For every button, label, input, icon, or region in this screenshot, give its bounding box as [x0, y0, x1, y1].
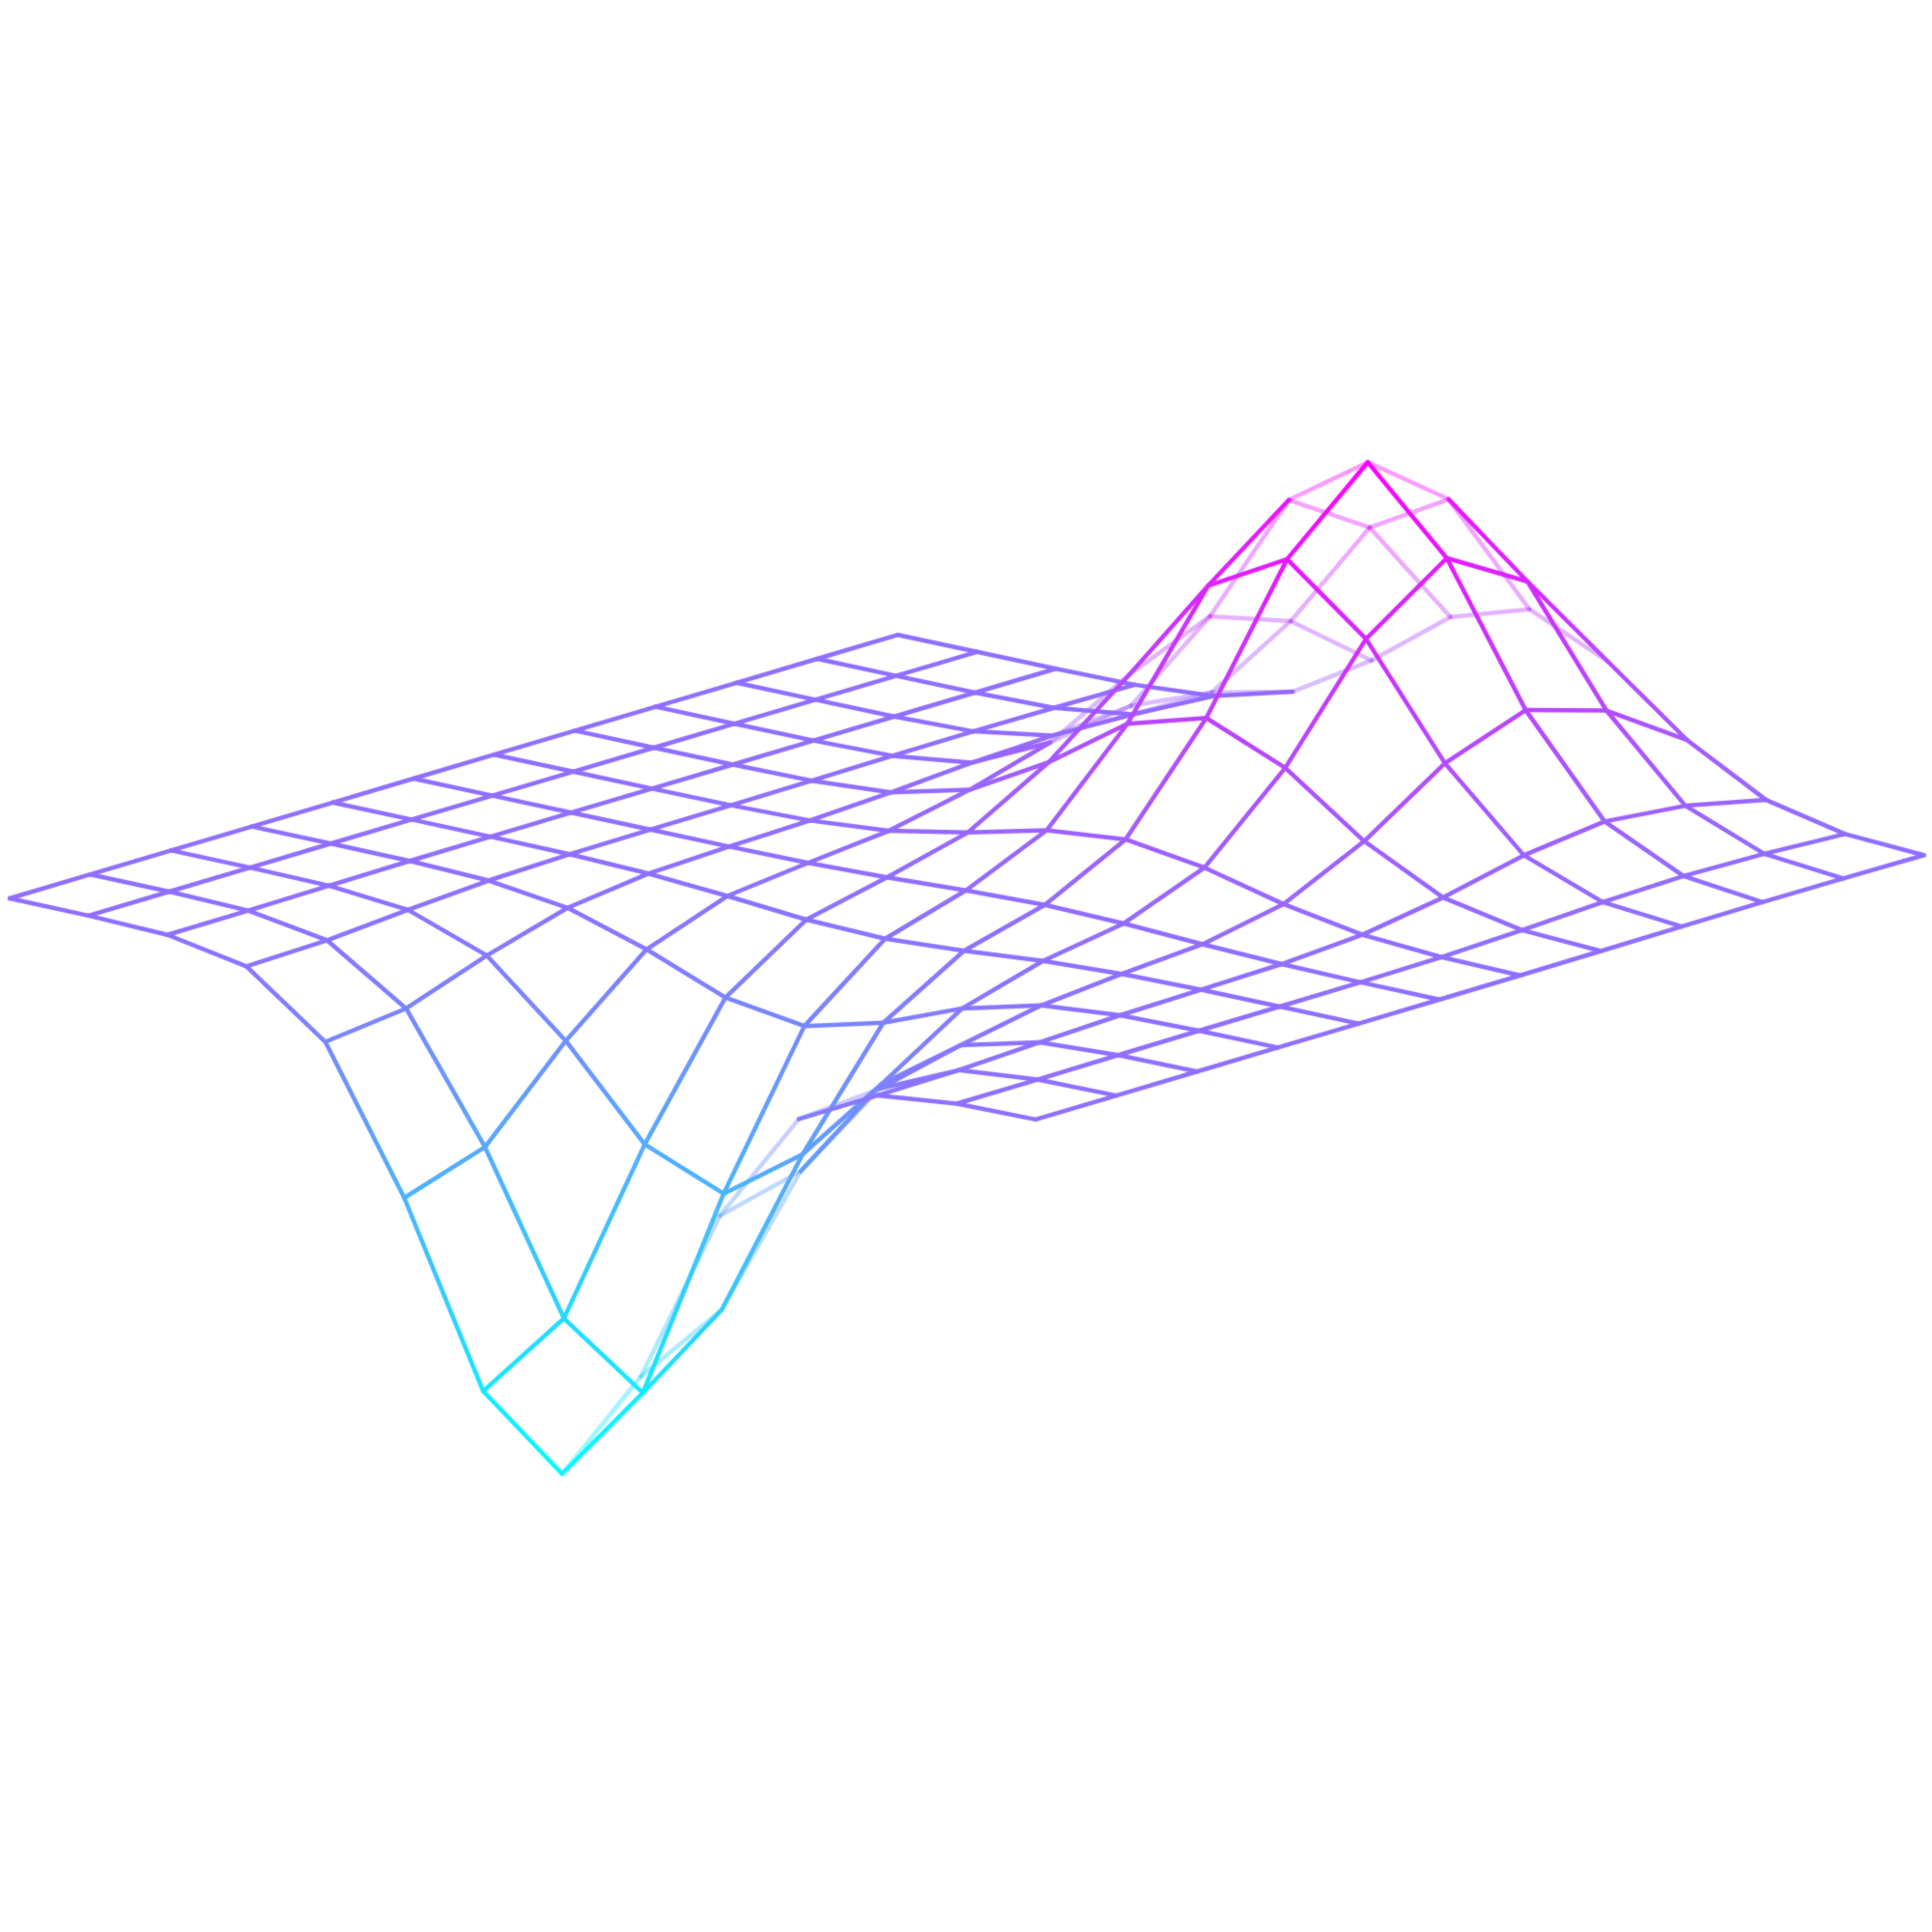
wireframe-3d-canvas [0, 0, 1932, 1932]
surface-plot-figure [0, 0, 1932, 1932]
